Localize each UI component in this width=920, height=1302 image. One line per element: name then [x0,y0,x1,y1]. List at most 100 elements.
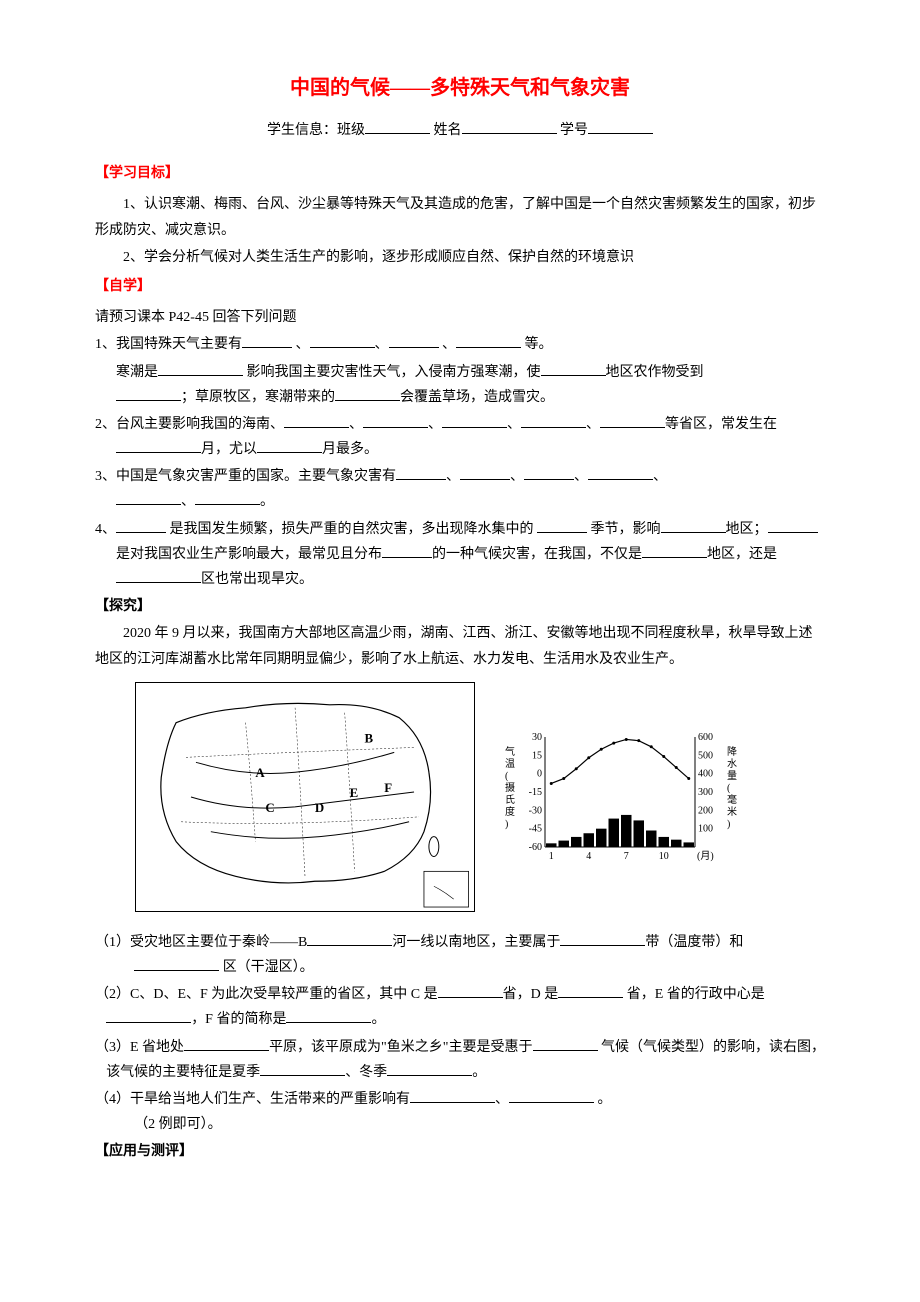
q2-text-c: 月，尤以 [201,442,257,457]
sub1-d: 区（干湿区）。 [219,960,314,975]
svg-text:-60: -60 [529,842,542,853]
svg-text:(月): (月) [697,850,714,862]
svg-text:-15: -15 [529,787,542,798]
blank[interactable] [286,1022,371,1023]
sub-q3: （3）E 省地处平原，该平原成为"鱼米之乡"主要是受惠于 气候（气候类型）的影响… [95,1035,825,1085]
svg-text:气: 气 [505,745,515,758]
svg-text:500: 500 [698,750,713,761]
blank[interactable] [541,375,606,376]
blank[interactable] [442,427,507,428]
q1-line1: 1、我国特殊天气主要有 、、 、 等。 [95,332,825,357]
blank[interactable] [307,945,392,946]
blank[interactable] [116,582,201,583]
blank[interactable] [521,427,586,428]
class-blank[interactable] [365,133,430,134]
blank[interactable] [116,400,181,401]
blank[interactable] [600,427,665,428]
svg-text:E: E [350,786,359,800]
blank[interactable] [588,479,653,480]
q2-text-b: 等省区，常发生在 [665,417,777,432]
svg-text:度: 度 [505,805,515,818]
svg-text:量: 量 [727,770,737,782]
blank[interactable] [116,504,181,505]
sub4-c: （2 例即可）。 [106,1117,222,1132]
svg-text:4: 4 [586,851,591,862]
q1-text-a: 1、我国特殊天气主要有 [95,337,242,352]
sub-q1: （1）受灾地区主要位于秦岭——B河一线以南地区，主要属于带（温度带）和 区（干湿… [95,930,825,980]
q4-text-b: 是我国发生频繁，损失严重的自然灾害，多出现降水集中的 [166,522,537,537]
svg-text:(: ( [505,771,509,782]
blank[interactable] [438,997,503,998]
blank[interactable] [768,532,818,533]
svg-text:降: 降 [727,745,737,758]
blank[interactable] [106,1022,191,1023]
svg-text:(: ( [727,783,731,794]
q2-text-d: 月最多。 [322,442,378,457]
blank[interactable] [382,557,432,558]
blank[interactable] [387,1075,472,1076]
q4-text-e: 是对我国农业生产影响最大，最常见且分布 [116,547,382,562]
blank[interactable] [410,1102,495,1103]
blank[interactable] [642,557,707,558]
q1-text-c: 寒潮是 [116,365,158,380]
q3-text-a: 3、中国是气象灾害严重的国家。主要气象灾害有 [95,469,396,484]
svg-text:7: 7 [624,851,629,862]
apply-header: 【应用与测评】 [95,1139,825,1164]
blank[interactable] [560,945,645,946]
blank[interactable] [456,347,521,348]
svg-text:0: 0 [537,768,542,779]
svg-text:15: 15 [532,750,542,761]
blank[interactable] [524,479,574,480]
blank[interactable] [195,504,260,505]
svg-text:水: 水 [727,758,737,770]
blank[interactable] [257,452,322,453]
blank[interactable] [260,1075,345,1076]
name-label: 姓名 [434,123,462,138]
id-blank[interactable] [588,133,653,134]
blank[interactable] [134,970,219,971]
explore-header: 【探究】 [95,594,825,619]
q4: 4、 是我国发生频繁，损失严重的自然灾害，多出现降水集中的 季节，影响地区； 是… [95,517,825,593]
sub2-c: 省，E 省的行政中心是 [623,987,765,1002]
student-info: 学生信息：班级 姓名 学号 [95,118,825,143]
q1-text-g: 会覆盖草场，造成雪灾。 [400,390,554,405]
blank[interactable] [116,532,166,533]
blank[interactable] [158,375,243,376]
blank[interactable] [116,452,201,453]
svg-text:A: A [255,766,265,780]
svg-text:-45: -45 [529,823,542,834]
name-blank[interactable] [462,133,557,134]
blank[interactable] [363,427,428,428]
q4-text-h: 区也常出现旱灾。 [201,572,313,587]
svg-text:C: C [265,801,274,815]
svg-text:-30: -30 [529,805,542,816]
blank[interactable] [509,1102,594,1103]
svg-text:600: 600 [698,732,713,743]
explore-text: 2020 年 9 月以来，我国南方大部地区高温少雨，湖南、江西、浙江、安徽等地出… [95,621,825,671]
blank[interactable] [460,479,510,480]
sub1-b: 河一线以南地区，主要属于 [392,935,560,950]
blank[interactable] [396,479,446,480]
svg-text:毫: 毫 [727,793,737,806]
page-title: 中国的气候——多特殊天气和气象灾害 [95,70,825,106]
blank[interactable] [284,427,349,428]
blank[interactable] [661,532,726,533]
sub4-a: （4）干旱给当地人们生产、生活带来的严重影响有 [95,1092,410,1107]
blank[interactable] [537,532,587,533]
q1-line2: 寒潮是 影响我国主要灾害性天气，入侵南方强寒潮，使地区农作物受到 ；草原牧区，寒… [95,360,825,410]
blank[interactable] [389,347,439,348]
blank[interactable] [184,1050,269,1051]
objective-2: 2、学会分析气候对人类生活生产的影响，逐步形成顺应自然、保护自然的环境意识 [95,245,825,270]
sub2-a: （2）C、D、E、F 为此次受旱较严重的省区，其中 C 是 [95,987,438,1002]
svg-text:氏: 氏 [505,794,515,806]
q1-text-d: 影响我国主要灾害性天气，入侵南方强寒潮，使 [243,365,541,380]
blank[interactable] [242,347,292,348]
self-study-header: 【自学】 [95,274,825,299]
class-label: 学生信息：班级 [267,123,365,138]
svg-text:温: 温 [505,758,515,770]
blank[interactable] [558,997,623,998]
blank[interactable] [335,400,400,401]
svg-text:30: 30 [532,732,542,743]
blank[interactable] [533,1050,598,1051]
blank[interactable] [310,347,375,348]
